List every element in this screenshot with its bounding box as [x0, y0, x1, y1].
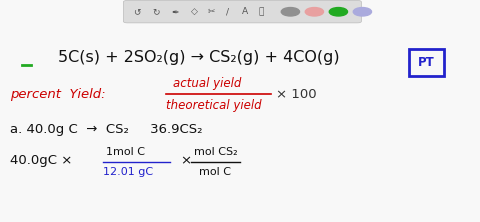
- Text: mol C: mol C: [199, 167, 231, 177]
- Text: A: A: [242, 7, 248, 16]
- Circle shape: [353, 8, 372, 16]
- Text: actual yield: actual yield: [173, 77, 241, 90]
- Circle shape: [281, 8, 300, 16]
- FancyBboxPatch shape: [123, 0, 361, 23]
- Text: ×: ×: [180, 155, 191, 167]
- Text: mol CS₂: mol CS₂: [194, 147, 238, 157]
- Text: × 100: × 100: [276, 88, 317, 101]
- Text: 12.01 gC: 12.01 gC: [103, 167, 153, 177]
- Circle shape: [329, 8, 348, 16]
- Text: ✂: ✂: [207, 7, 215, 16]
- Circle shape: [305, 8, 324, 16]
- Text: ✒: ✒: [171, 7, 179, 16]
- Text: a. 40.0g C  →  CS₂     36.9CS₂: a. 40.0g C → CS₂ 36.9CS₂: [10, 123, 202, 136]
- Text: 1mol C: 1mol C: [106, 147, 144, 157]
- Text: 🖼: 🖼: [259, 7, 264, 16]
- Text: ↻: ↻: [152, 7, 160, 16]
- Text: 5C(s) + 2SO₂(g) → CS₂(g) + 4CO(g): 5C(s) + 2SO₂(g) → CS₂(g) + 4CO(g): [58, 50, 339, 65]
- Text: theoretical yield: theoretical yield: [166, 99, 261, 112]
- Text: /: /: [227, 7, 229, 16]
- Text: PT: PT: [419, 56, 435, 69]
- Text: 40.0gC ×: 40.0gC ×: [10, 155, 72, 167]
- Text: ◇: ◇: [191, 7, 198, 16]
- Text: percent  Yield:: percent Yield:: [10, 88, 105, 101]
- Text: ↺: ↺: [133, 7, 141, 16]
